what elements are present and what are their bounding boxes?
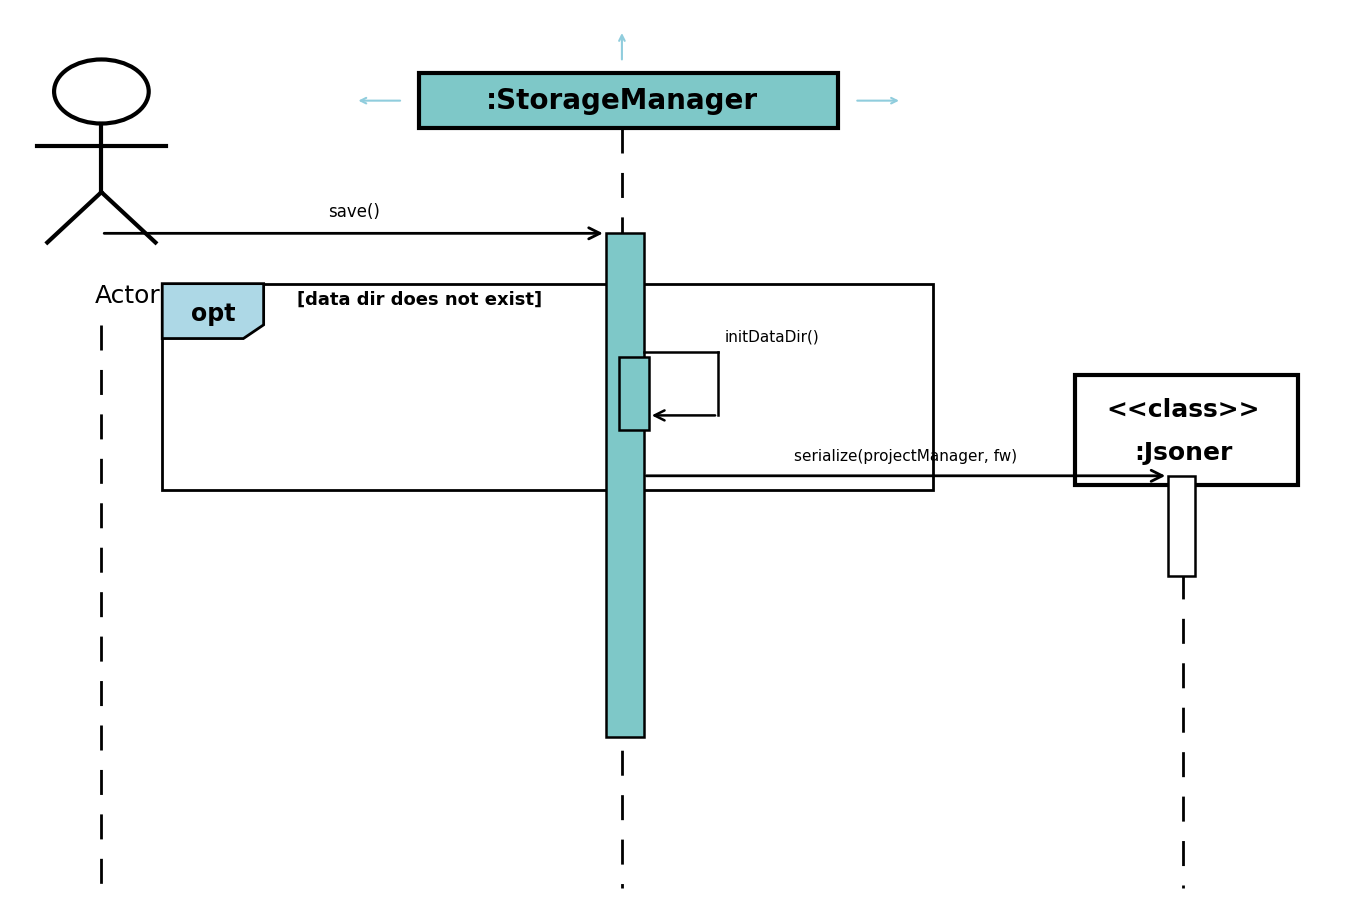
Text: :Jsoner: :Jsoner <box>1134 441 1232 465</box>
Bar <box>619 357 649 430</box>
Bar <box>606 233 644 737</box>
Text: :StorageManager: :StorageManager <box>485 87 758 114</box>
Text: opt: opt <box>191 302 235 326</box>
Text: serialize(projectManager, fw): serialize(projectManager, fw) <box>794 449 1018 464</box>
Text: save(): save() <box>327 203 380 221</box>
Text: initDataDir(): initDataDir() <box>725 330 819 345</box>
Text: Actor: Actor <box>95 284 161 307</box>
Bar <box>162 284 933 490</box>
Bar <box>419 73 838 128</box>
Bar <box>1168 476 1195 576</box>
Text: <<class>>: <<class>> <box>1106 398 1260 422</box>
Polygon shape <box>162 284 264 339</box>
Text: [data dir does not exist]: [data dir does not exist] <box>297 291 542 309</box>
Bar <box>1075 375 1298 485</box>
